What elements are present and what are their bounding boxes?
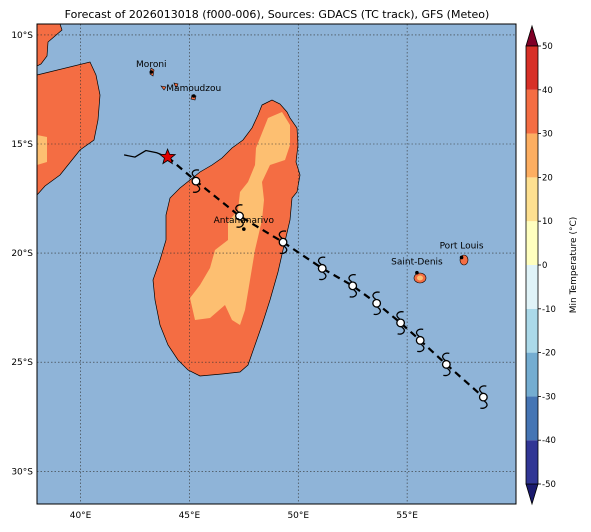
cyclone-icon xyxy=(372,291,382,316)
colorbar-tick-label: -20 xyxy=(542,349,556,359)
graticule xyxy=(37,24,516,504)
latitude-tick-label: 25°S xyxy=(11,358,33,368)
colorbar-segment xyxy=(526,265,538,309)
latitude-axis: 10°S 15°S 20°S 25°S 30°S xyxy=(11,31,33,477)
africa-mainland xyxy=(37,24,101,196)
latitude-tick-label: 30°S xyxy=(11,467,33,477)
city-label: Antananarivo xyxy=(214,216,275,226)
city-label: Mamoudzou xyxy=(166,84,221,94)
africa-cooler-zone xyxy=(37,135,47,165)
city-dot xyxy=(459,255,464,260)
city-label: Saint-Denis xyxy=(391,258,443,268)
colorbar-tick-label: -50 xyxy=(542,480,556,490)
map-panel: Moroni Mamoudzou Antananarivo Saint-Denis Po… xyxy=(37,24,516,504)
latitude-tick-label: 20°S xyxy=(11,249,33,259)
colorbar-segment xyxy=(526,221,538,265)
storm-track xyxy=(123,147,488,409)
map-frame xyxy=(36,23,517,505)
colorbar-tick-label: -40 xyxy=(542,436,556,446)
colorbar-tick-label: 0 xyxy=(542,261,547,271)
cyclone-icon xyxy=(348,274,358,298)
colorbar-tick-label: 30 xyxy=(542,130,553,140)
colorbar-tick-label: 10 xyxy=(542,217,553,227)
longitude-tick-label: 50°E xyxy=(287,511,309,521)
longitude-axis: 40°E 45°E 50°E 55°E xyxy=(70,511,419,521)
moheli-island xyxy=(160,85,167,91)
colorbar-extend-high xyxy=(525,24,539,47)
city-dot xyxy=(191,94,196,98)
colorbar-label: Min Temperature (°C) xyxy=(569,217,579,314)
city-dot xyxy=(149,70,154,74)
cyclone-icon xyxy=(478,385,488,409)
city-dot xyxy=(415,270,419,275)
city-markers: Moroni Mamoudzou Antananarivo Saint-Denis Po… xyxy=(136,60,484,275)
cyclone-icon xyxy=(396,311,406,335)
anjouan-island xyxy=(173,82,179,89)
cyclone-icon xyxy=(191,169,201,193)
forecast-track-line xyxy=(166,156,485,398)
colorbar-tick-label: 40 xyxy=(542,86,553,96)
cyclone-icon xyxy=(317,256,327,281)
cyclone-icon xyxy=(278,230,288,254)
cyclone-icon xyxy=(235,204,244,228)
latitude-tick-label: 15°S xyxy=(11,140,33,150)
city-label: Port Louis xyxy=(440,241,484,251)
reunion-interior xyxy=(417,275,423,281)
colorbar-tick-label: -30 xyxy=(542,392,556,402)
colorbar-segment xyxy=(526,440,538,484)
colorbar-segment xyxy=(526,352,538,397)
cyclone-icon xyxy=(415,328,425,353)
latitude-tick-label: 10°S xyxy=(11,31,33,41)
colorbar-segment xyxy=(526,46,538,90)
colorbar-segment xyxy=(526,177,538,222)
colorbar-tick-label: 20 xyxy=(542,173,553,183)
longitude-tick-label: 55°E xyxy=(396,511,418,521)
city-label: Moroni xyxy=(136,60,167,70)
city-dot xyxy=(242,227,246,231)
colorbar-segment xyxy=(526,89,538,134)
colorbar-segment xyxy=(526,133,538,178)
colorbar: -50 -40 -30 -20 -10 0 10 20 30 40 50 xyxy=(525,24,556,506)
colorbar-tick-label: 50 xyxy=(542,42,553,52)
longitude-tick-label: 40°E xyxy=(70,511,92,521)
colorbar-segment xyxy=(526,396,538,441)
current-position-star-icon xyxy=(158,147,177,165)
chart-title: Forecast of 2026013018 (f000-006), Sourc… xyxy=(65,8,490,21)
colorbar-segment xyxy=(526,308,538,353)
cyclone-icon xyxy=(441,352,451,377)
colorbar-tick-label: -10 xyxy=(542,305,556,315)
colorbar-extend-low xyxy=(525,483,539,506)
longitude-tick-label: 45°E xyxy=(179,511,201,521)
